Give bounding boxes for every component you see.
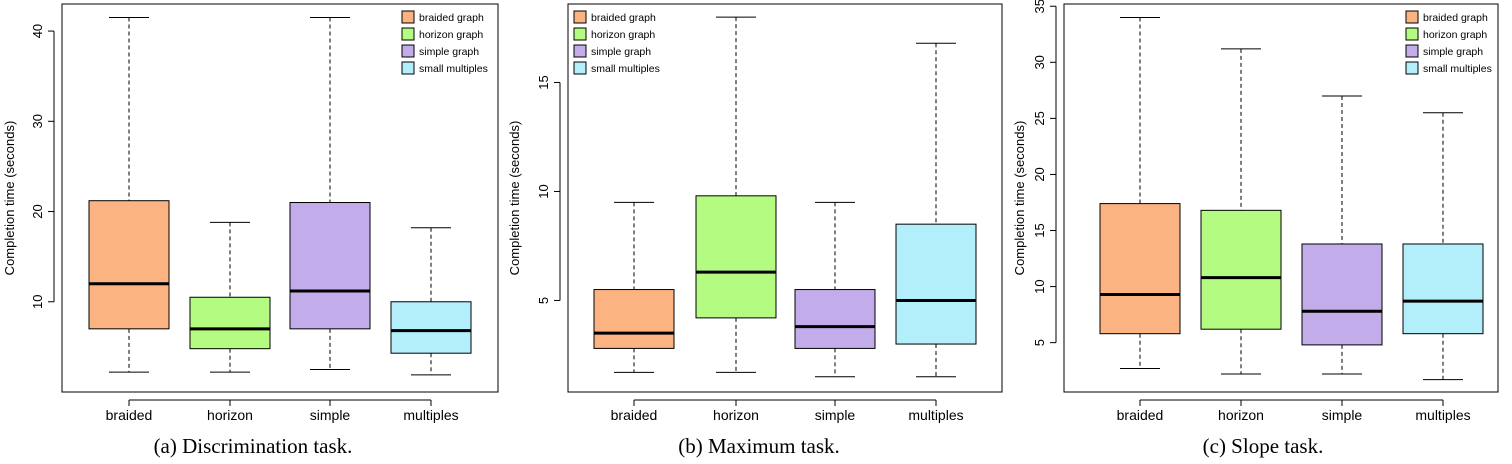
plot-frame	[61, 3, 499, 393]
plot-frame	[567, 3, 1003, 393]
iqr-box	[593, 289, 675, 349]
x-tick-label-braided: braided	[1117, 407, 1164, 423]
box-braided	[88, 17, 170, 373]
legend-swatch-horizon	[573, 27, 587, 41]
x-tick-label-simple: simple	[815, 407, 856, 423]
y-tick-label: 10	[1032, 279, 1047, 293]
legend-label-braided: braided graph	[1423, 12, 1488, 24]
y-tick-label: 15	[1032, 223, 1047, 237]
iqr-box	[1099, 203, 1181, 335]
chart-panel-1: 10 20 30 40 braided horizon simple multiples Com…	[2, 3, 499, 458]
legend: braided graph horizon graph simple graph sm…	[401, 10, 488, 75]
plot-frame	[1063, 3, 1499, 393]
legend-label-simple: simple graph	[591, 46, 651, 58]
legend-swatch-multiples	[1405, 61, 1419, 75]
legend-swatch-braided	[1405, 10, 1419, 24]
y-tick-label: 25	[1032, 111, 1047, 125]
y-tick-label: 5	[1032, 339, 1047, 346]
legend-label-braided: braided graph	[591, 12, 656, 24]
box-multiples	[390, 227, 472, 376]
legend-swatch-horizon	[401, 27, 415, 41]
box-simple	[1301, 95, 1383, 375]
legend-label-multiples: small multiples	[419, 63, 488, 75]
x-tick-label-horizon: horizon	[713, 407, 759, 423]
x-tick-label-multiples: multiples	[1415, 407, 1470, 423]
x-tick-label-multiples: multiples	[403, 407, 458, 423]
legend-swatch-simple	[1405, 44, 1419, 58]
legend-swatch-braided	[401, 10, 415, 24]
iqr-box	[189, 296, 271, 350]
y-tick-label: 10	[30, 295, 45, 309]
legend-label-braided: braided graph	[419, 12, 484, 24]
legend-label-simple: simple graph	[1423, 46, 1483, 58]
iqr-box	[895, 223, 977, 345]
y-tick-label: 20	[30, 204, 45, 218]
legend: braided graph horizon graph simple graph sm…	[1405, 10, 1492, 75]
iqr-box	[1200, 209, 1282, 330]
iqr-box	[1402, 243, 1484, 335]
x-tick-label-braided: braided	[106, 407, 153, 423]
x-tick-label-braided: braided	[611, 407, 658, 423]
legend-swatch-simple	[573, 44, 587, 58]
chart-panel-2: 5 10 15 braided horizon simple multiples Comple…	[507, 3, 1003, 458]
iqr-box	[88, 200, 170, 330]
x-tick-label-multiples: multiples	[908, 407, 963, 423]
panel-caption: (a) Discrimination task.	[154, 434, 353, 458]
iqr-box	[390, 301, 472, 354]
box-braided	[1099, 16, 1181, 369]
legend-swatch-multiples	[401, 61, 415, 75]
iqr-box	[1301, 243, 1383, 346]
box-horizon	[1200, 48, 1282, 375]
box-simple	[289, 17, 371, 370]
box-simple	[794, 201, 876, 378]
y-axis-label: Completion time (seconds)	[507, 121, 522, 276]
y-axis-label: Completion time (seconds)	[2, 121, 17, 276]
legend: braided graph horizon graph simple graph sm…	[573, 10, 660, 75]
legend-swatch-simple	[401, 44, 415, 58]
y-tick-label: 10	[536, 184, 551, 198]
box-horizon	[189, 221, 271, 373]
box-multiples	[895, 42, 977, 378]
y-tick-label: 15	[536, 75, 551, 89]
iqr-box	[695, 195, 777, 319]
legend-swatch-multiples	[573, 61, 587, 75]
legend-swatch-horizon	[1405, 27, 1419, 41]
box-horizon	[695, 16, 777, 373]
panel-caption: (c) Slope task.	[1203, 434, 1324, 458]
legend-label-multiples: small multiples	[591, 63, 660, 75]
box-braided	[593, 201, 675, 373]
panel-caption: (b) Maximum task.	[678, 434, 840, 458]
x-tick-label-simple: simple	[310, 407, 351, 423]
y-tick-label: 40	[30, 24, 45, 38]
legend-label-multiples: small multiples	[1423, 63, 1492, 75]
legend-label-horizon: horizon graph	[591, 29, 655, 41]
legend-label-horizon: horizon graph	[419, 29, 483, 41]
y-tick-label: 30	[30, 114, 45, 128]
x-tick-label-simple: simple	[1322, 407, 1363, 423]
legend-label-simple: simple graph	[419, 46, 479, 58]
y-tick-label: 20	[1032, 167, 1047, 181]
y-tick-label: 30	[1032, 55, 1047, 69]
x-tick-label-horizon: horizon	[1218, 407, 1264, 423]
y-tick-label: 5	[536, 297, 551, 304]
y-axis-label: Completion time (seconds)	[1012, 121, 1027, 276]
box-multiples	[1402, 112, 1484, 381]
chart-panel-3: 5 10 15 20 25 30 35 braided horizon simple multipl…	[1012, 0, 1499, 458]
x-tick-label-horizon: horizon	[207, 407, 253, 423]
iqr-box	[794, 289, 876, 349]
iqr-box	[289, 202, 371, 330]
legend-swatch-braided	[573, 10, 587, 24]
y-tick-label: 35	[1032, 0, 1047, 13]
legend-label-horizon: horizon graph	[1423, 29, 1487, 41]
